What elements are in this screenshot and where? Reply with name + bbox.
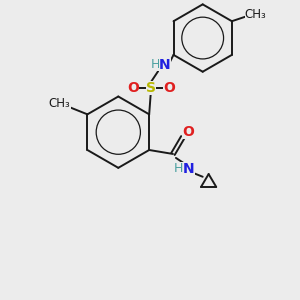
Text: O: O: [128, 81, 139, 94]
Text: H: H: [150, 58, 160, 71]
Text: CH₃: CH₃: [49, 97, 70, 110]
Text: O: O: [182, 125, 194, 139]
Text: O: O: [163, 81, 175, 94]
Text: S: S: [146, 81, 156, 94]
Text: H: H: [174, 162, 184, 175]
Text: N: N: [159, 58, 171, 72]
Text: CH₃: CH₃: [245, 8, 266, 21]
Text: N: N: [183, 162, 195, 176]
